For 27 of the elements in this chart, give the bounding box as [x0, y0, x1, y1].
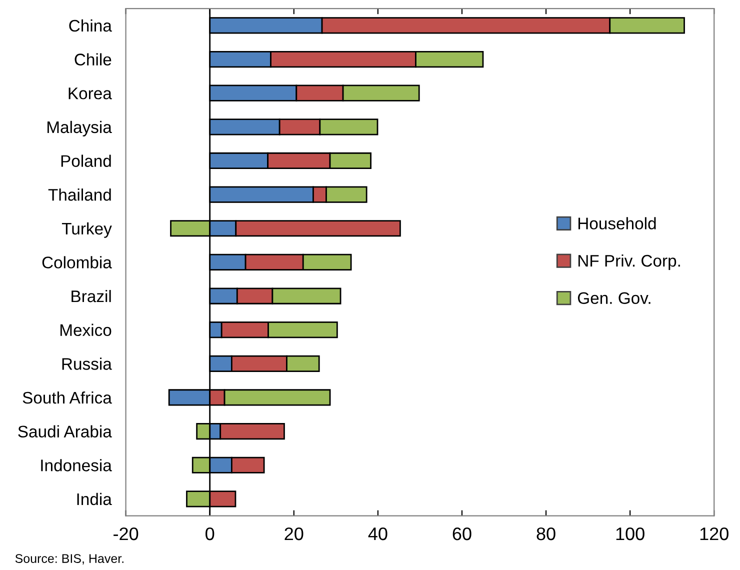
y-tick-label: Mexico	[60, 324, 112, 336]
y-tick-label: Colombia	[42, 256, 112, 268]
y-tick-label: Thailand	[48, 188, 111, 201]
y-tick-label: Malaysia	[48, 120, 112, 136]
source-note: Source: BIS, Haver.	[15, 554, 124, 564]
y-tick-label: India	[77, 492, 112, 506]
y-tick-label: Russia	[62, 358, 112, 370]
y-tick-label: Indonesia	[41, 459, 112, 472]
x-tick-label: 80	[536, 527, 556, 540]
y-tick-label: South Africa	[22, 391, 112, 404]
x-tick-label: 20	[284, 527, 304, 540]
legend-label: Gen. Gov.	[578, 292, 650, 304]
x-tick-label: 100	[616, 527, 644, 540]
x-tick-label: 0	[206, 527, 214, 540]
x-tick-label: 60	[452, 527, 472, 540]
y-tick-label: Saudi Arabia	[18, 425, 112, 438]
y-tick-label: Korea	[68, 88, 112, 100]
x-tick-label: 120	[700, 527, 728, 540]
y-tick-label: Turkey	[62, 222, 112, 238]
y-tick-label: Poland	[61, 154, 111, 167]
x-tick-label: 40	[368, 527, 388, 540]
legend-label: Household	[578, 217, 656, 230]
legend-label: NF Priv. Corp.	[578, 254, 680, 270]
x-tick-label: -20	[114, 527, 138, 540]
y-tick-label: Chile	[74, 53, 112, 66]
y-tick-label: China	[69, 19, 112, 32]
y-tick-label: Brazil	[72, 290, 111, 302]
